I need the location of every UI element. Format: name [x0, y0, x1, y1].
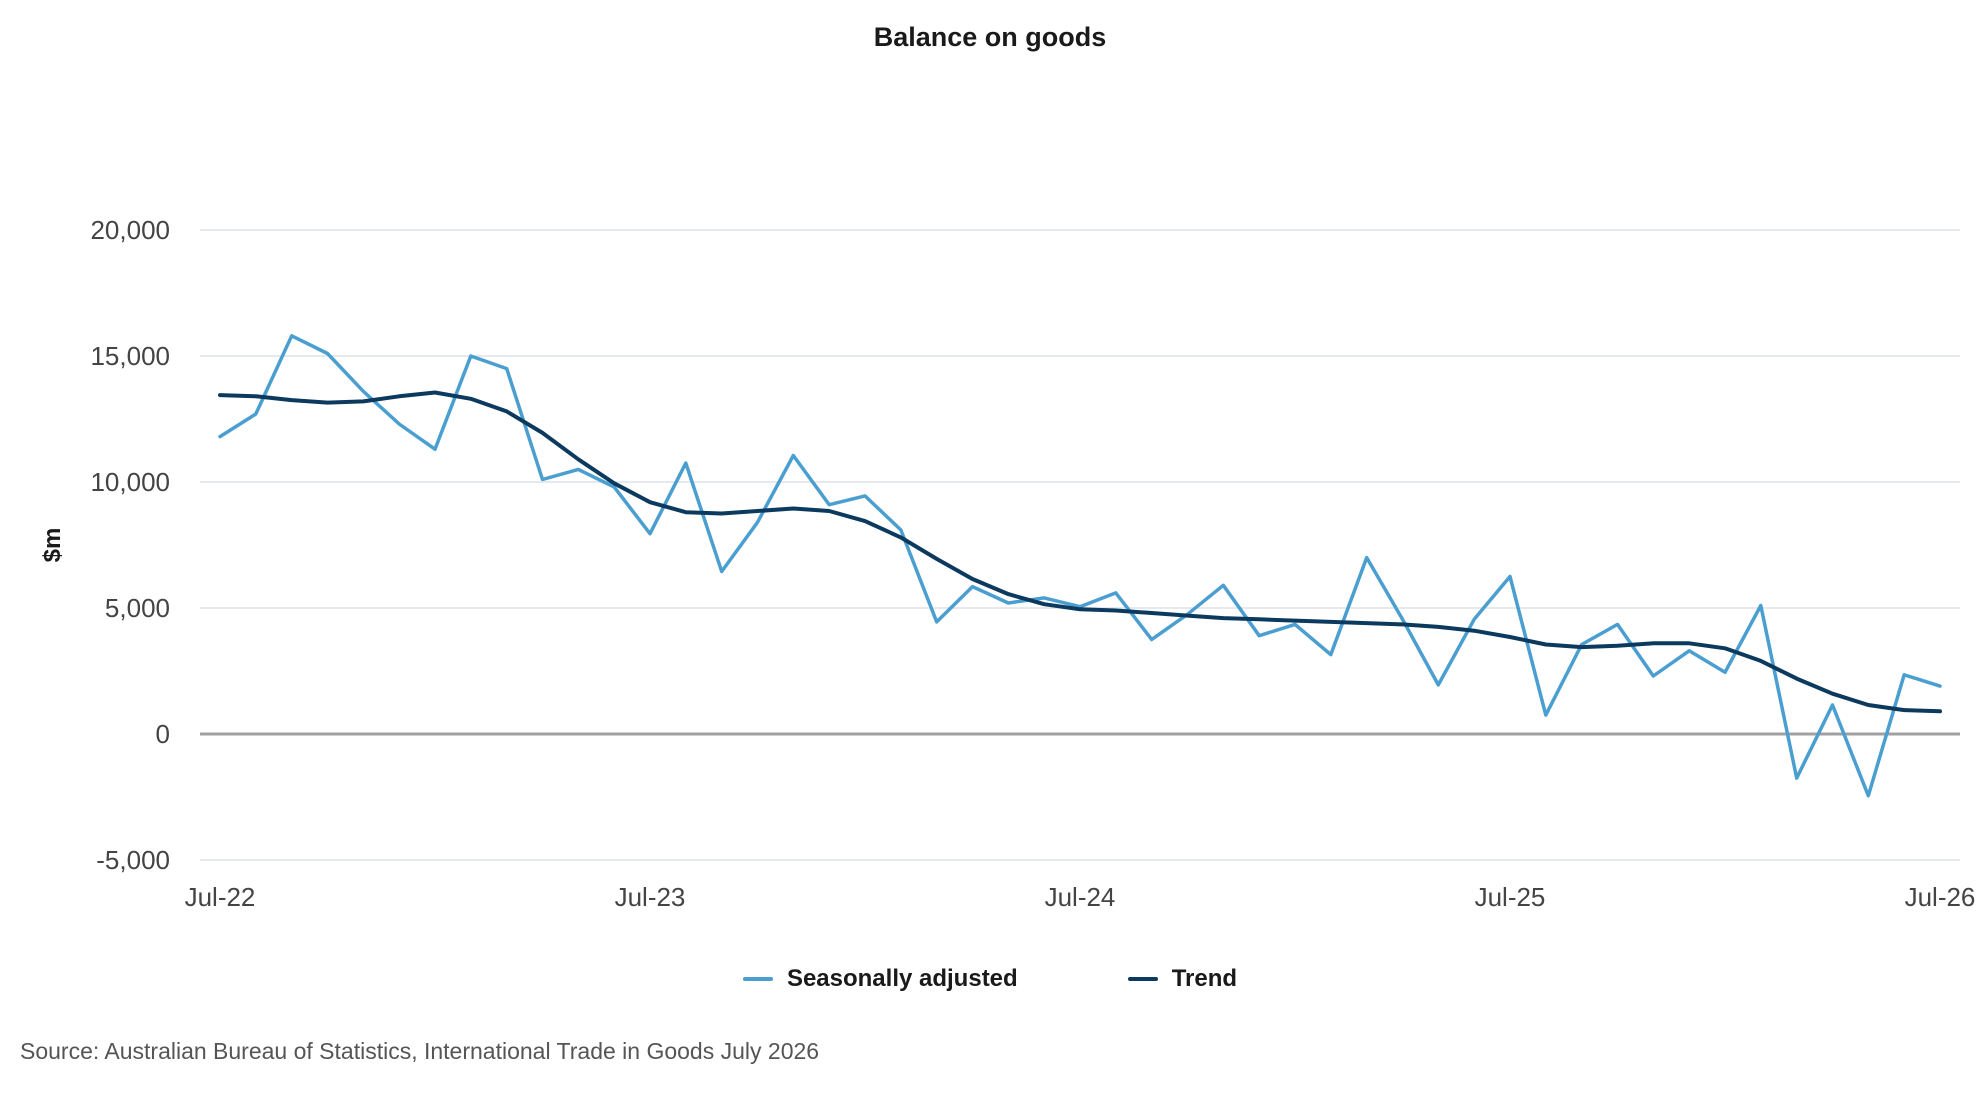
- legend-item-trend: Trend: [1127, 965, 1238, 993]
- y-tick-label: 20,000: [90, 215, 170, 245]
- x-axis-ticks: Jul-22 Jul-23 Jul-24 Jul-25 Jul-26: [185, 882, 1976, 912]
- legend-label-seasonally-adjusted: Seasonally adjusted: [786, 965, 1018, 992]
- chart-title: Balance on goods: [873, 22, 1107, 52]
- series-lines: [218, 334, 1942, 798]
- y-tick-label: 15,000: [90, 341, 170, 371]
- x-tick-label: Jul-26: [1905, 882, 1976, 912]
- series-line-seasonally-adjusted: [218, 334, 1942, 798]
- y-tick-label: 10,000: [90, 467, 170, 497]
- series-line-trend: [218, 390, 1942, 714]
- gridlines: [200, 229, 1960, 861]
- x-tick-label: Jul-25: [1475, 882, 1546, 912]
- y-tick-label: 5,000: [105, 593, 170, 623]
- y-axis-title: $m: [39, 528, 66, 563]
- legend-item-seasonally-adjusted: Seasonally adjusted: [742, 965, 1018, 993]
- x-tick-label: Jul-22: [185, 882, 256, 912]
- y-tick-label: 0: [156, 719, 170, 749]
- legend-swatch-seasonally-adjusted: [742, 977, 773, 981]
- x-tick-label: Jul-24: [1045, 882, 1116, 912]
- y-axis-ticks: -5,000 0 5,000 10,000 15,000 20,000: [90, 215, 170, 875]
- source-note: Source: Australian Bureau of Statistics,…: [20, 1038, 820, 1064]
- legend-swatch-trend: [1127, 977, 1158, 981]
- x-tick-label: Jul-23: [615, 882, 686, 912]
- legend-label-trend: Trend: [1171, 965, 1238, 992]
- y-tick-label: -5,000: [96, 845, 170, 875]
- legend: Seasonally adjusted Trend: [0, 965, 1980, 993]
